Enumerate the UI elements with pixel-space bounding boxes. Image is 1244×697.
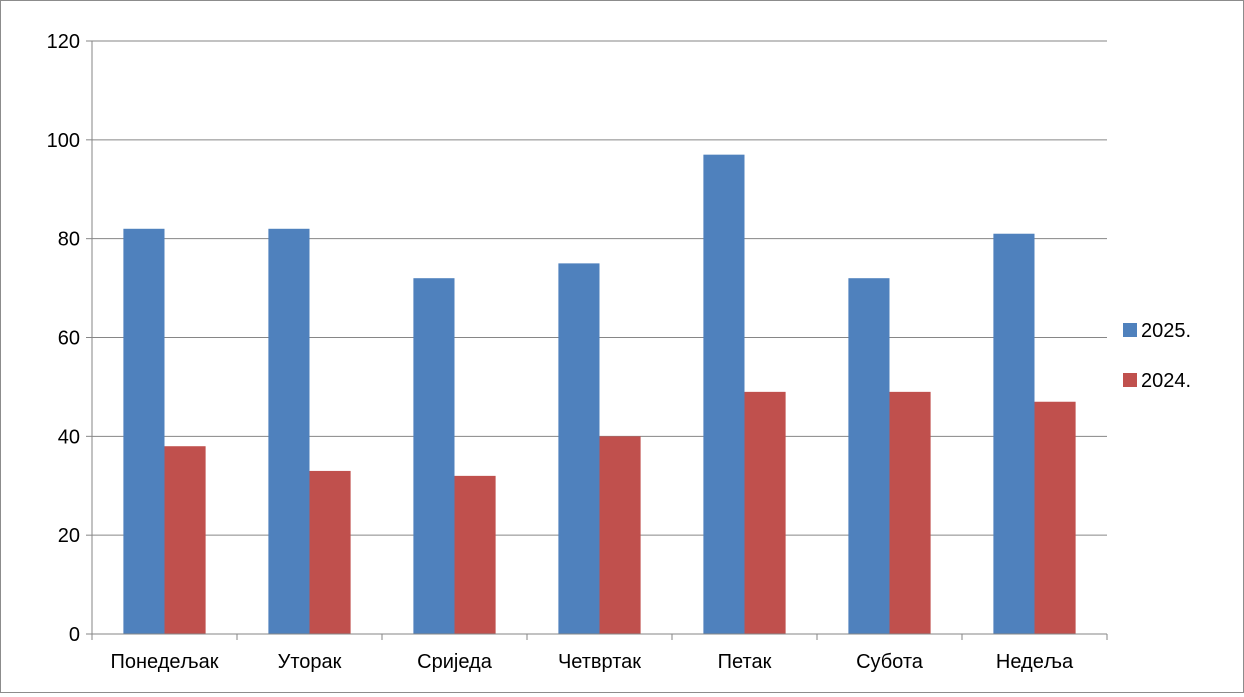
x-tick-label: Понедељак [110,651,218,673]
bar-2024-4 [744,391,786,634]
x-tick-label: Петак [718,651,772,673]
bar-2024-2 [454,475,496,634]
legend-label: 2025. [1141,320,1191,342]
legend: 2025. 2024. [1123,320,1191,392]
axes: 0 20 40 60 80 100 120 Понедељак Уторак Сриједа Чет… [47,31,1108,673]
bar-2025-5 [848,278,890,634]
bar-2024-1 [309,470,351,634]
y-tick-label: 20 [58,525,80,547]
bar-2024-0 [164,446,206,634]
x-tick-label: Четвртак [558,651,641,673]
legend-swatch [1123,373,1137,387]
bar-2025-0 [123,228,165,635]
x-tick-label: Субота [856,651,924,673]
y-tick-label: 80 [58,229,80,251]
bar-2025-1 [268,228,310,635]
bar-2025-3 [558,263,600,634]
bars [123,154,1076,635]
x-tick-label: Недеља [996,651,1074,673]
y-tick-label: 40 [58,426,80,448]
bar-2024-6 [1034,401,1076,634]
bar-2025-4 [703,154,745,635]
legend-label: 2024. [1141,370,1191,392]
bar-2025-6 [993,233,1035,634]
x-tick-label: Уторак [278,651,342,673]
y-tick-label: 60 [58,328,80,350]
legend-swatch [1123,323,1137,337]
bar-2025-2 [413,278,455,634]
x-tick-label: Сриједа [417,651,493,673]
y-tick-label: 120 [47,31,80,53]
y-tick-label: 0 [69,624,80,646]
y-tick-label: 100 [47,130,80,152]
bar-2024-5 [889,391,931,634]
bar-2024-3 [599,436,641,634]
